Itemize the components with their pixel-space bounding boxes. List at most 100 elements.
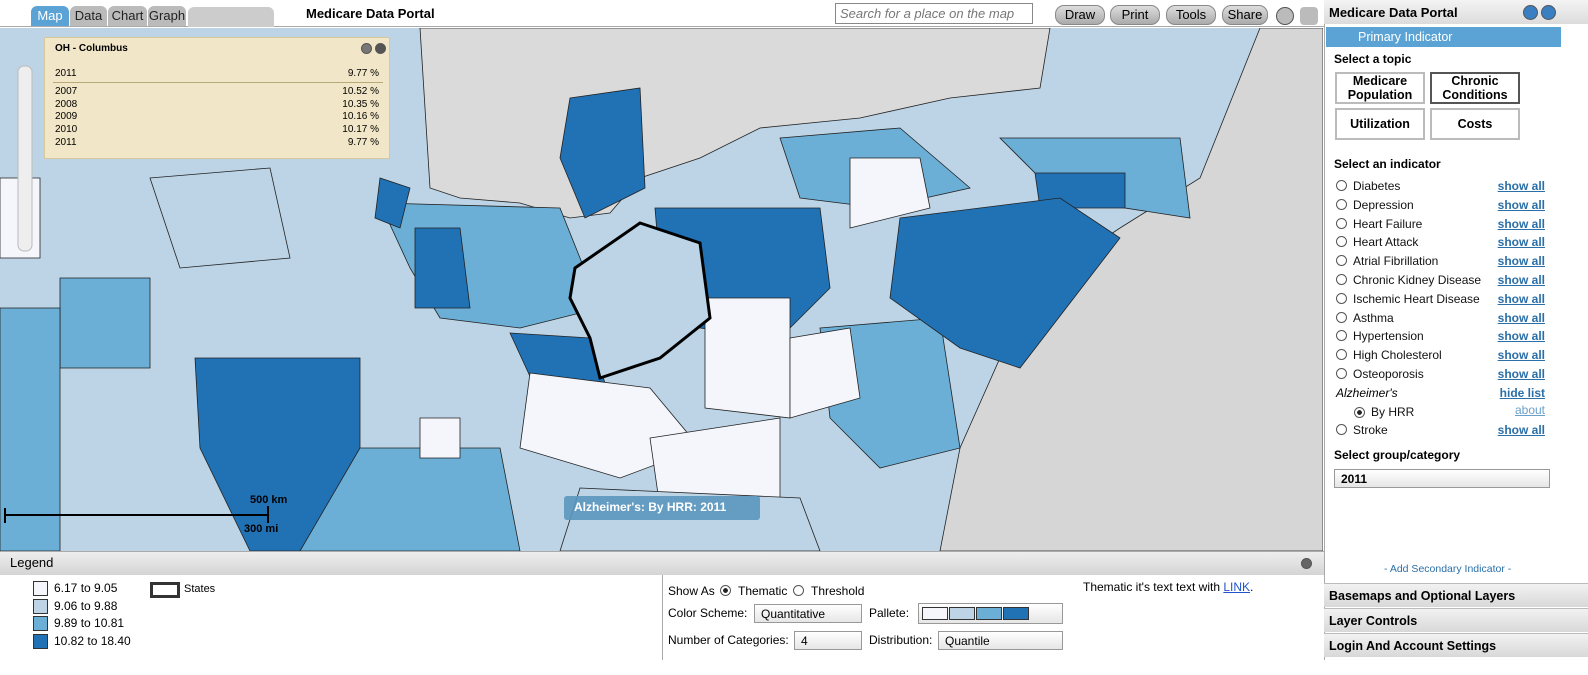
radio[interactable] (1336, 349, 1347, 361)
indicator-name: Chronic Kidney Disease (1353, 273, 1482, 287)
indicator-action[interactable]: show all (1497, 235, 1545, 250)
radio[interactable] (1336, 198, 1347, 210)
toolbar-button[interactable]: Tools (1166, 5, 1216, 25)
legend-swatch (33, 616, 48, 632)
radio[interactable] (1336, 236, 1347, 248)
indicator-name: Asthma (1353, 310, 1394, 325)
label: Pallete: (869, 606, 910, 620)
map (0, 28, 1323, 551)
distribution-select[interactable]: Quantile (938, 631, 1063, 650)
palette-swatch (922, 607, 948, 620)
sidebar-section[interactable]: Login And Account Settings (1324, 633, 1588, 657)
note-end: . (1250, 580, 1254, 594)
indicator-action[interactable]: show all (1497, 291, 1545, 306)
popup-value: 9.77 % (347, 136, 379, 148)
icon-button[interactable] (1300, 7, 1318, 25)
radio[interactable] (1336, 180, 1347, 191)
note: Thematic it's text text with LINK. (1083, 580, 1253, 594)
radio[interactable] (1336, 292, 1347, 304)
link[interactable]: LINK (1223, 580, 1251, 594)
collapse-button[interactable] (1301, 558, 1312, 569)
label: Select group/category (1334, 448, 1461, 462)
indicator-action[interactable]: show all (1497, 273, 1545, 287)
topic-button[interactable]: Utilization (1335, 108, 1425, 140)
label: Show As (668, 584, 715, 598)
popup-value: 10.17 % (342, 124, 379, 136)
indicator-action[interactable]: show all (1497, 310, 1545, 325)
indicator-action[interactable]: show all (1497, 216, 1545, 231)
indicator-action[interactable]: show all (1497, 179, 1545, 193)
radio[interactable] (1336, 274, 1347, 285)
popup-value: 10.16 % (342, 111, 379, 123)
radio[interactable] (1336, 368, 1347, 379)
tab[interactable]: Chart (108, 6, 147, 26)
search-box[interactable]: Search for a place on the map (835, 3, 1033, 24)
legend-bar (0, 551, 1324, 575)
close-button[interactable] (1541, 5, 1556, 20)
about-link[interactable]: about (1514, 402, 1545, 417)
tab[interactable]: Data (70, 6, 107, 26)
indicator-action[interactable]: show all (1497, 329, 1545, 344)
label: Thematic (738, 584, 788, 598)
popup-close[interactable] (375, 43, 386, 54)
topic-button[interactable]: Costs (1430, 108, 1520, 140)
radio[interactable] (1336, 424, 1347, 436)
radio[interactable] (1336, 311, 1347, 323)
popup-title: OH - Columbus (55, 43, 128, 54)
radio[interactable] (1354, 406, 1365, 418)
radio-threshold[interactable] (793, 585, 804, 596)
info-popup: OH - Columbus 2011 9.77 % 2007 10.52 % 200… (44, 37, 390, 159)
legend-label: 9.06 to 9.88 (54, 598, 118, 613)
indicator-action[interactable]: show all (1497, 423, 1545, 438)
add-secondary[interactable]: - Add Secondary Indicator - (1384, 563, 1512, 575)
legend-swatch (33, 581, 48, 596)
toolbar-button[interactable]: Print (1110, 5, 1160, 25)
popup-value: 9.77 % (347, 68, 379, 79)
legend-label: 10.82 to 18.40 (54, 634, 131, 649)
sidebar-section[interactable]: Layer Controls (1324, 608, 1588, 632)
topic-button[interactable]: Chronic Conditions (1430, 72, 1520, 104)
group-select[interactable]: 2011 (1334, 469, 1550, 488)
indicator-name: Heart Attack (1353, 235, 1419, 250)
popup-year: 2011 (55, 136, 77, 148)
primary-indicator-bar[interactable]: Primary Indicator (1326, 27, 1561, 47)
zoom-slider[interactable] (17, 65, 33, 252)
info-button[interactable] (1523, 5, 1538, 20)
indicator-name: High Cholesterol (1353, 348, 1442, 363)
radio[interactable] (1336, 255, 1347, 267)
indicator-action[interactable]: hide list (1499, 385, 1545, 400)
label: Color Scheme: (668, 606, 748, 620)
topic-button[interactable]: Medicare Population (1335, 72, 1425, 104)
radio-thematic[interactable] (720, 585, 731, 596)
indicator-action[interactable]: show all (1497, 348, 1545, 363)
legend-items: 6.17 to 9.05 9.06 to 9.88 9.89 to 10.81 10.… (0, 575, 660, 660)
indicator-action[interactable]: show all (1497, 197, 1545, 212)
radio[interactable] (1336, 330, 1347, 342)
sidebar-section[interactable]: Basemaps and Optional Layers (1324, 583, 1588, 607)
tab[interactable]: Graph (148, 6, 186, 26)
popup-year: 2010 (55, 124, 78, 136)
palette-swatch (1003, 607, 1029, 620)
icon-button[interactable] (1276, 7, 1294, 25)
states-swatch (150, 582, 180, 598)
indicator-action[interactable]: show all (1497, 254, 1545, 269)
indicator-name: Diabetes (1353, 179, 1401, 193)
indicator-name: By HRR (1371, 404, 1415, 419)
categories-select[interactable]: 4 (794, 631, 862, 650)
palette-select[interactable] (918, 603, 1063, 624)
hrr-regions (0, 28, 1323, 551)
tab[interactable]: Map (31, 6, 69, 26)
indicator-name: Osteoporosis (1353, 367, 1424, 381)
popup-print[interactable] (361, 43, 372, 54)
indicator-action[interactable]: show all (1497, 367, 1545, 381)
color-scheme-select[interactable]: Quantitative (754, 604, 862, 623)
toolbar-button[interactable]: Draw (1055, 5, 1105, 25)
legend-title: Legend (10, 555, 54, 570)
indicator-name: Stroke (1353, 423, 1388, 438)
radio[interactable] (1336, 217, 1347, 229)
selected-region[interactable] (568, 221, 712, 380)
toolbar-button[interactable]: Share (1222, 5, 1268, 25)
popup-year: 2011 (55, 68, 77, 79)
popup-year: 2008 (55, 98, 78, 110)
scale-km: 500 km (250, 494, 288, 506)
